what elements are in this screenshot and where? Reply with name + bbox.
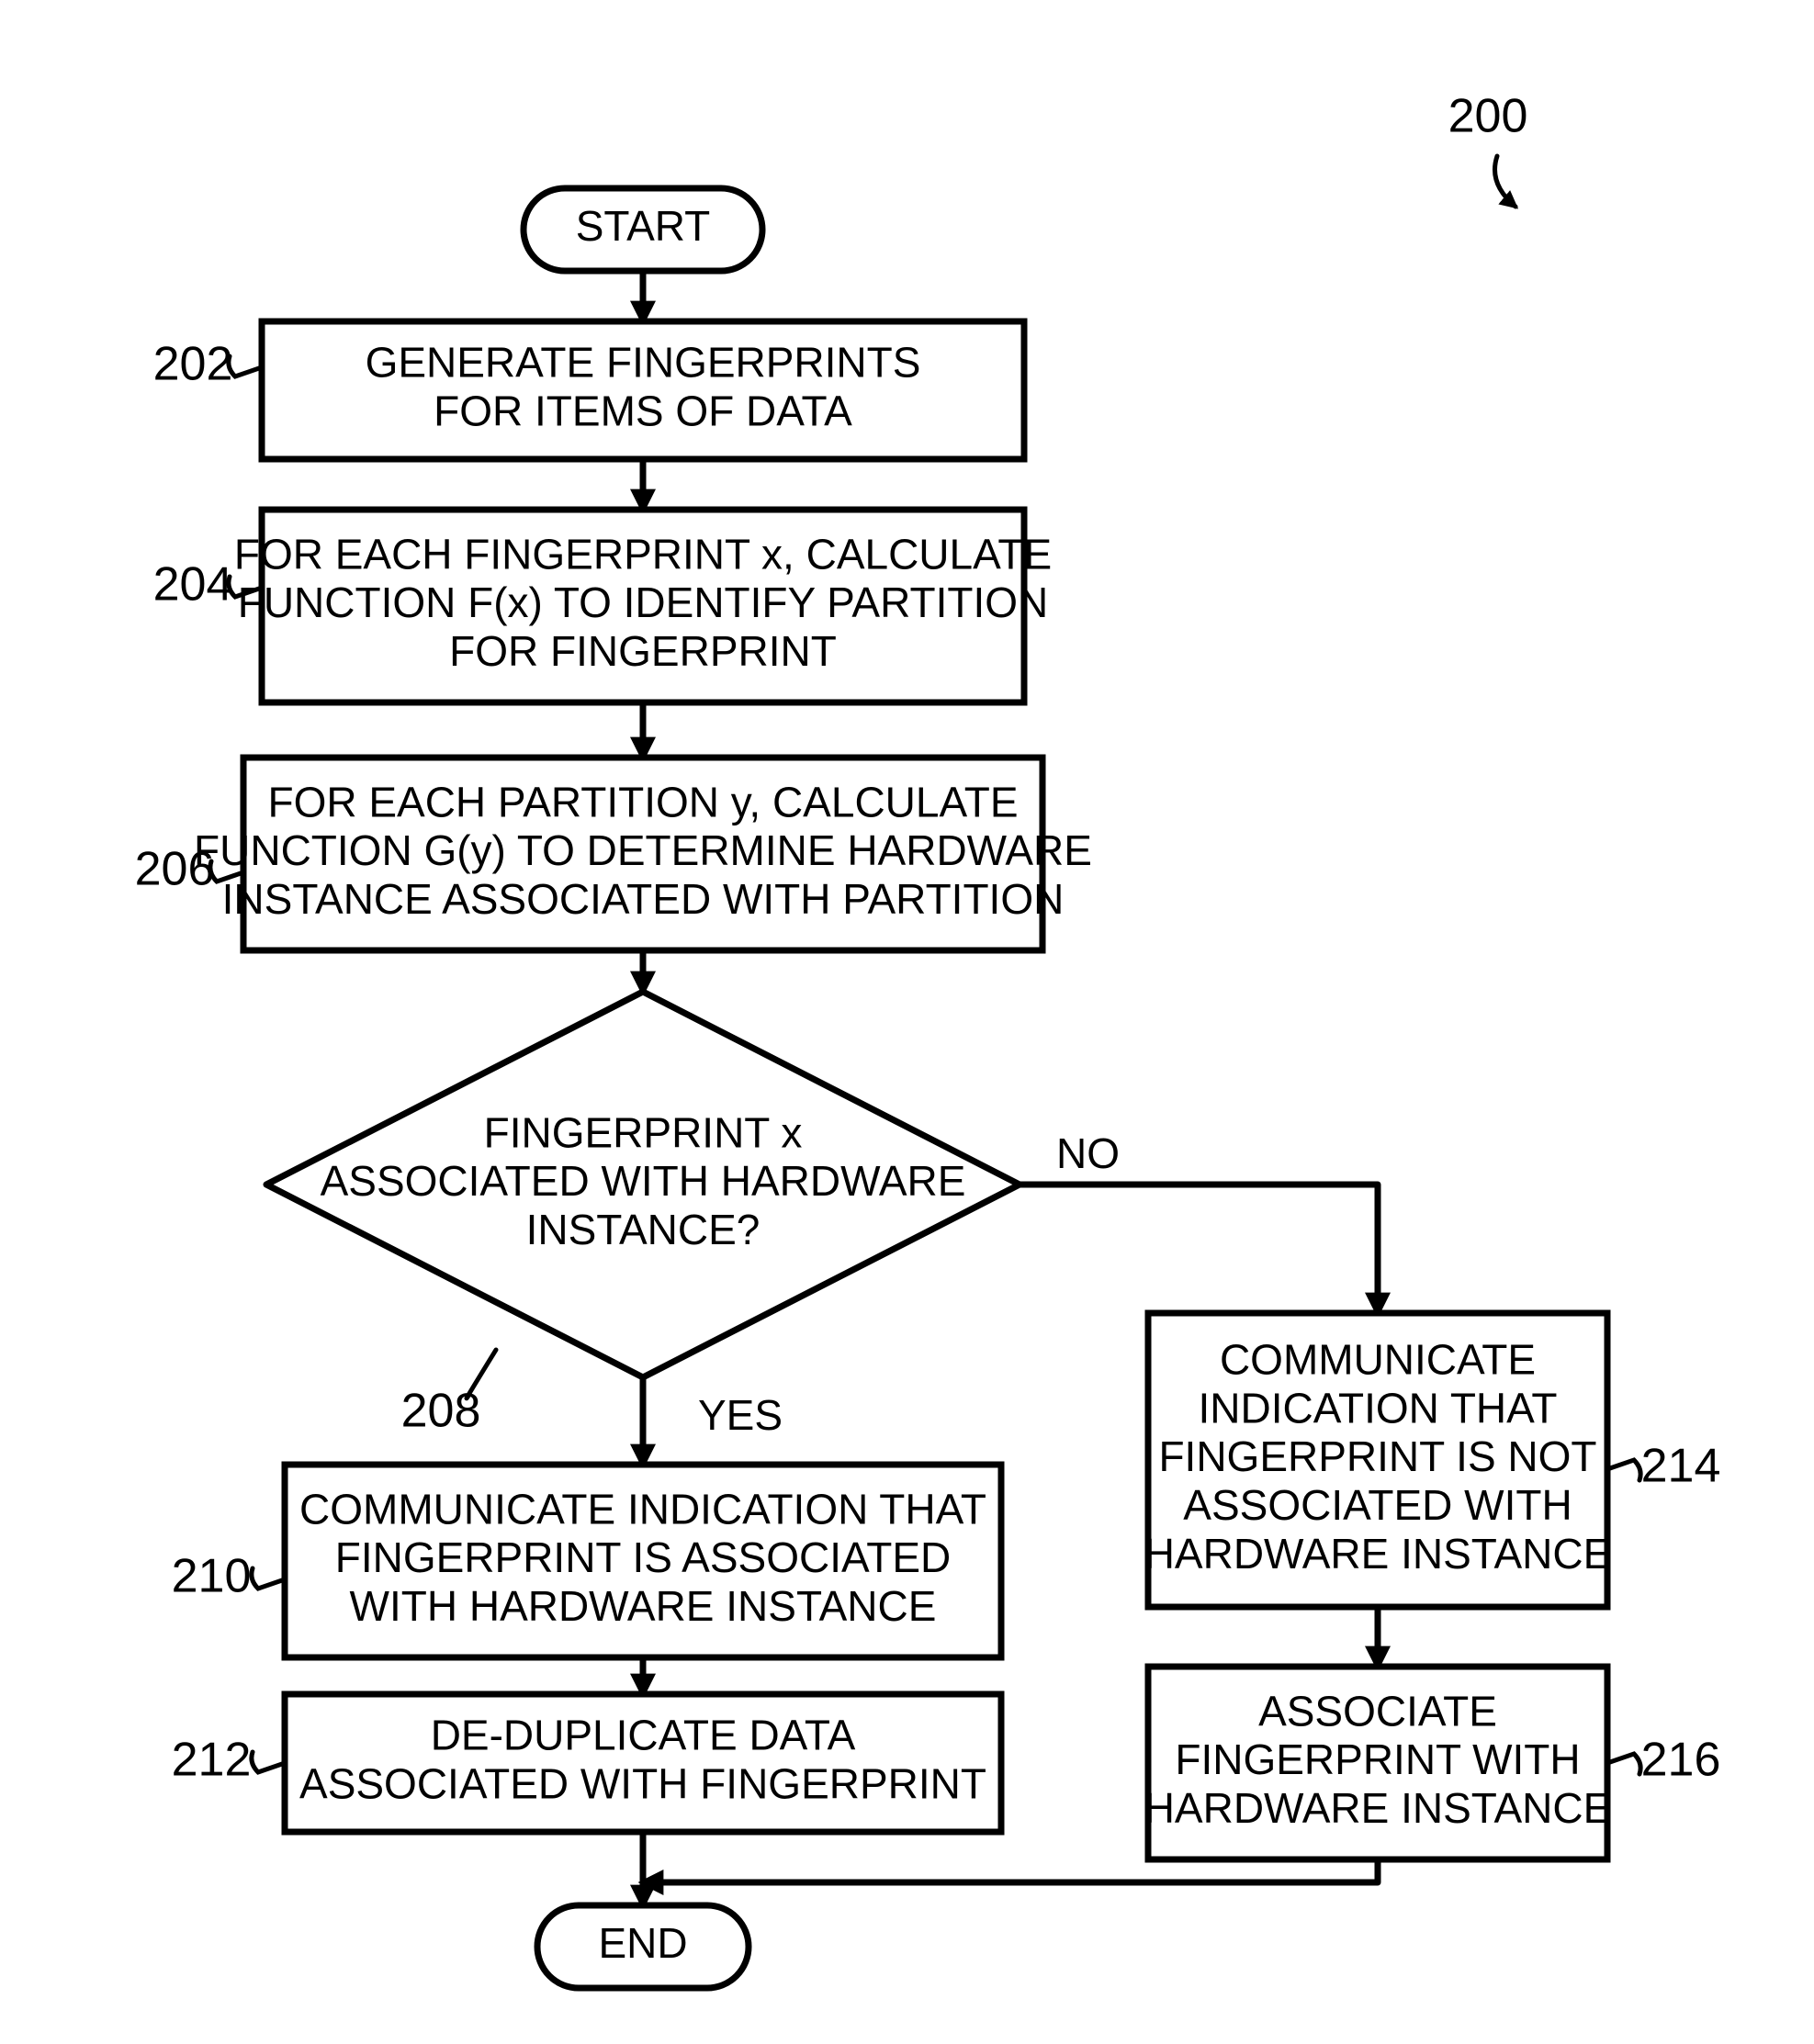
ref-label-214: 214 — [1641, 1440, 1721, 1493]
svg-text:FINGERPRINT IS NOT: FINGERPRINT IS NOT — [1158, 1432, 1596, 1480]
n202-label: GENERATE FINGERPRINTSFOR ITEMS OF DATA — [366, 339, 921, 435]
node-n214: COMMUNICATEINDICATION THATFINGERPRINT IS… — [1144, 1313, 1612, 1607]
svg-text:END: END — [598, 1919, 687, 1967]
svg-text:HARDWARE INSTANCE: HARDWARE INSTANCE — [1144, 1530, 1612, 1578]
ref-tick-208 — [467, 1350, 496, 1398]
svg-text:ASSOCIATE: ASSOCIATE — [1258, 1687, 1497, 1735]
svg-text:INSTANCE ASSOCIATED WITH PARTI: INSTANCE ASSOCIATED WITH PARTITION — [222, 875, 1065, 923]
node-n212: DE-DUPLICATE DATAASSOCIATED WITH FINGERP… — [285, 1694, 1001, 1832]
svg-text:START: START — [576, 202, 711, 250]
node-start: START — [524, 188, 762, 271]
ref-label-206: 206 — [135, 843, 215, 896]
figure-ref-hook — [1495, 156, 1516, 207]
svg-text:ASSOCIATED WITH HARDWARE: ASSOCIATED WITH HARDWARE — [321, 1157, 966, 1205]
svg-text:FUNCTION F(x) TO IDENTIFY PART: FUNCTION F(x) TO IDENTIFY PARTITION — [238, 578, 1049, 626]
svg-text:COMMUNICATE INDICATION THAT: COMMUNICATE INDICATION THAT — [299, 1485, 986, 1533]
svg-text:FINGERPRINT WITH: FINGERPRINT WITH — [1175, 1735, 1580, 1783]
svg-text:FINGERPRINT x: FINGERPRINT x — [484, 1108, 803, 1156]
ref-label-212: 212 — [172, 1734, 252, 1787]
n210-label: COMMUNICATE INDICATION THATFINGERPRINT I… — [299, 1485, 986, 1630]
svg-text:FOR ITEMS OF DATA: FOR ITEMS OF DATA — [434, 387, 852, 435]
end-label: END — [598, 1919, 687, 1967]
svg-text:FOR FINGERPRINT: FOR FINGERPRINT — [449, 627, 837, 675]
ref-label-202: 202 — [153, 338, 233, 391]
ref-tick-216 — [1607, 1754, 1640, 1774]
svg-text:ASSOCIATED WITH: ASSOCIATED WITH — [1183, 1481, 1572, 1529]
svg-text:FOR EACH FINGERPRINT x, CALCUL: FOR EACH FINGERPRINT x, CALCULATE — [234, 530, 1052, 578]
svg-text:FUNCTION G(y) TO DETERMINE HAR: FUNCTION G(y) TO DETERMINE HARDWARE — [194, 826, 1092, 874]
n206-label: FOR EACH PARTITION y, CALCULATEFUNCTION … — [194, 778, 1092, 923]
figure-ref-label: 200 — [1448, 90, 1528, 143]
ref-tick-202 — [229, 356, 262, 376]
ref-label-204: 204 — [153, 558, 233, 612]
svg-text:COMMUNICATE: COMMUNICATE — [1220, 1335, 1536, 1383]
ref-label-210: 210 — [172, 1550, 252, 1603]
svg-text:FINGERPRINT IS ASSOCIATED: FINGERPRINT IS ASSOCIATED — [335, 1533, 952, 1581]
node-n202: GENERATE FINGERPRINTSFOR ITEMS OF DATA — [262, 321, 1024, 459]
start-label: START — [576, 202, 711, 250]
svg-text:GENERATE FINGERPRINTS: GENERATE FINGERPRINTS — [366, 339, 921, 387]
ref-label-216: 216 — [1641, 1734, 1721, 1787]
node-n210: COMMUNICATE INDICATION THATFINGERPRINT I… — [285, 1465, 1001, 1657]
flowchart-svg: YES NO START GENERATE FINGERPRINTSFOR ITEMS… — [0, 0, 1814, 2044]
node-n204: FOR EACH FINGERPRINT x, CALCULATEFUNCTIO… — [234, 510, 1052, 702]
edge-label-yes: YES — [698, 1391, 783, 1439]
svg-text:INDICATION THAT: INDICATION THAT — [1199, 1384, 1558, 1432]
node-n206: FOR EACH PARTITION y, CALCULATEFUNCTION … — [194, 758, 1092, 950]
svg-text:ASSOCIATED WITH FINGERPRINT: ASSOCIATED WITH FINGERPRINT — [299, 1760, 986, 1808]
node-end: END — [537, 1905, 749, 1988]
svg-text:FOR EACH PARTITION y, CALCULAT: FOR EACH PARTITION y, CALCULATE — [267, 778, 1018, 825]
ref-tick-210 — [252, 1568, 285, 1589]
svg-text:DE-DUPLICATE DATA: DE-DUPLICATE DATA — [431, 1712, 856, 1759]
svg-text:HARDWARE INSTANCE: HARDWARE INSTANCE — [1144, 1784, 1612, 1832]
edge-n208-n214 — [1020, 1185, 1378, 1313]
edge-label-no: NO — [1056, 1129, 1120, 1177]
edge-n216-end — [643, 1859, 1378, 1882]
svg-text:WITH HARDWARE INSTANCE: WITH HARDWARE INSTANCE — [350, 1582, 937, 1630]
node-n208: FINGERPRINT xASSOCIATED WITH HARDWAREINS… — [266, 992, 1020, 1377]
node-n216: ASSOCIATEFINGERPRINT WITHHARDWARE INSTAN… — [1144, 1667, 1612, 1859]
svg-text:INSTANCE?: INSTANCE? — [526, 1206, 761, 1253]
ref-tick-212 — [252, 1752, 285, 1772]
ref-tick-214 — [1607, 1460, 1640, 1480]
